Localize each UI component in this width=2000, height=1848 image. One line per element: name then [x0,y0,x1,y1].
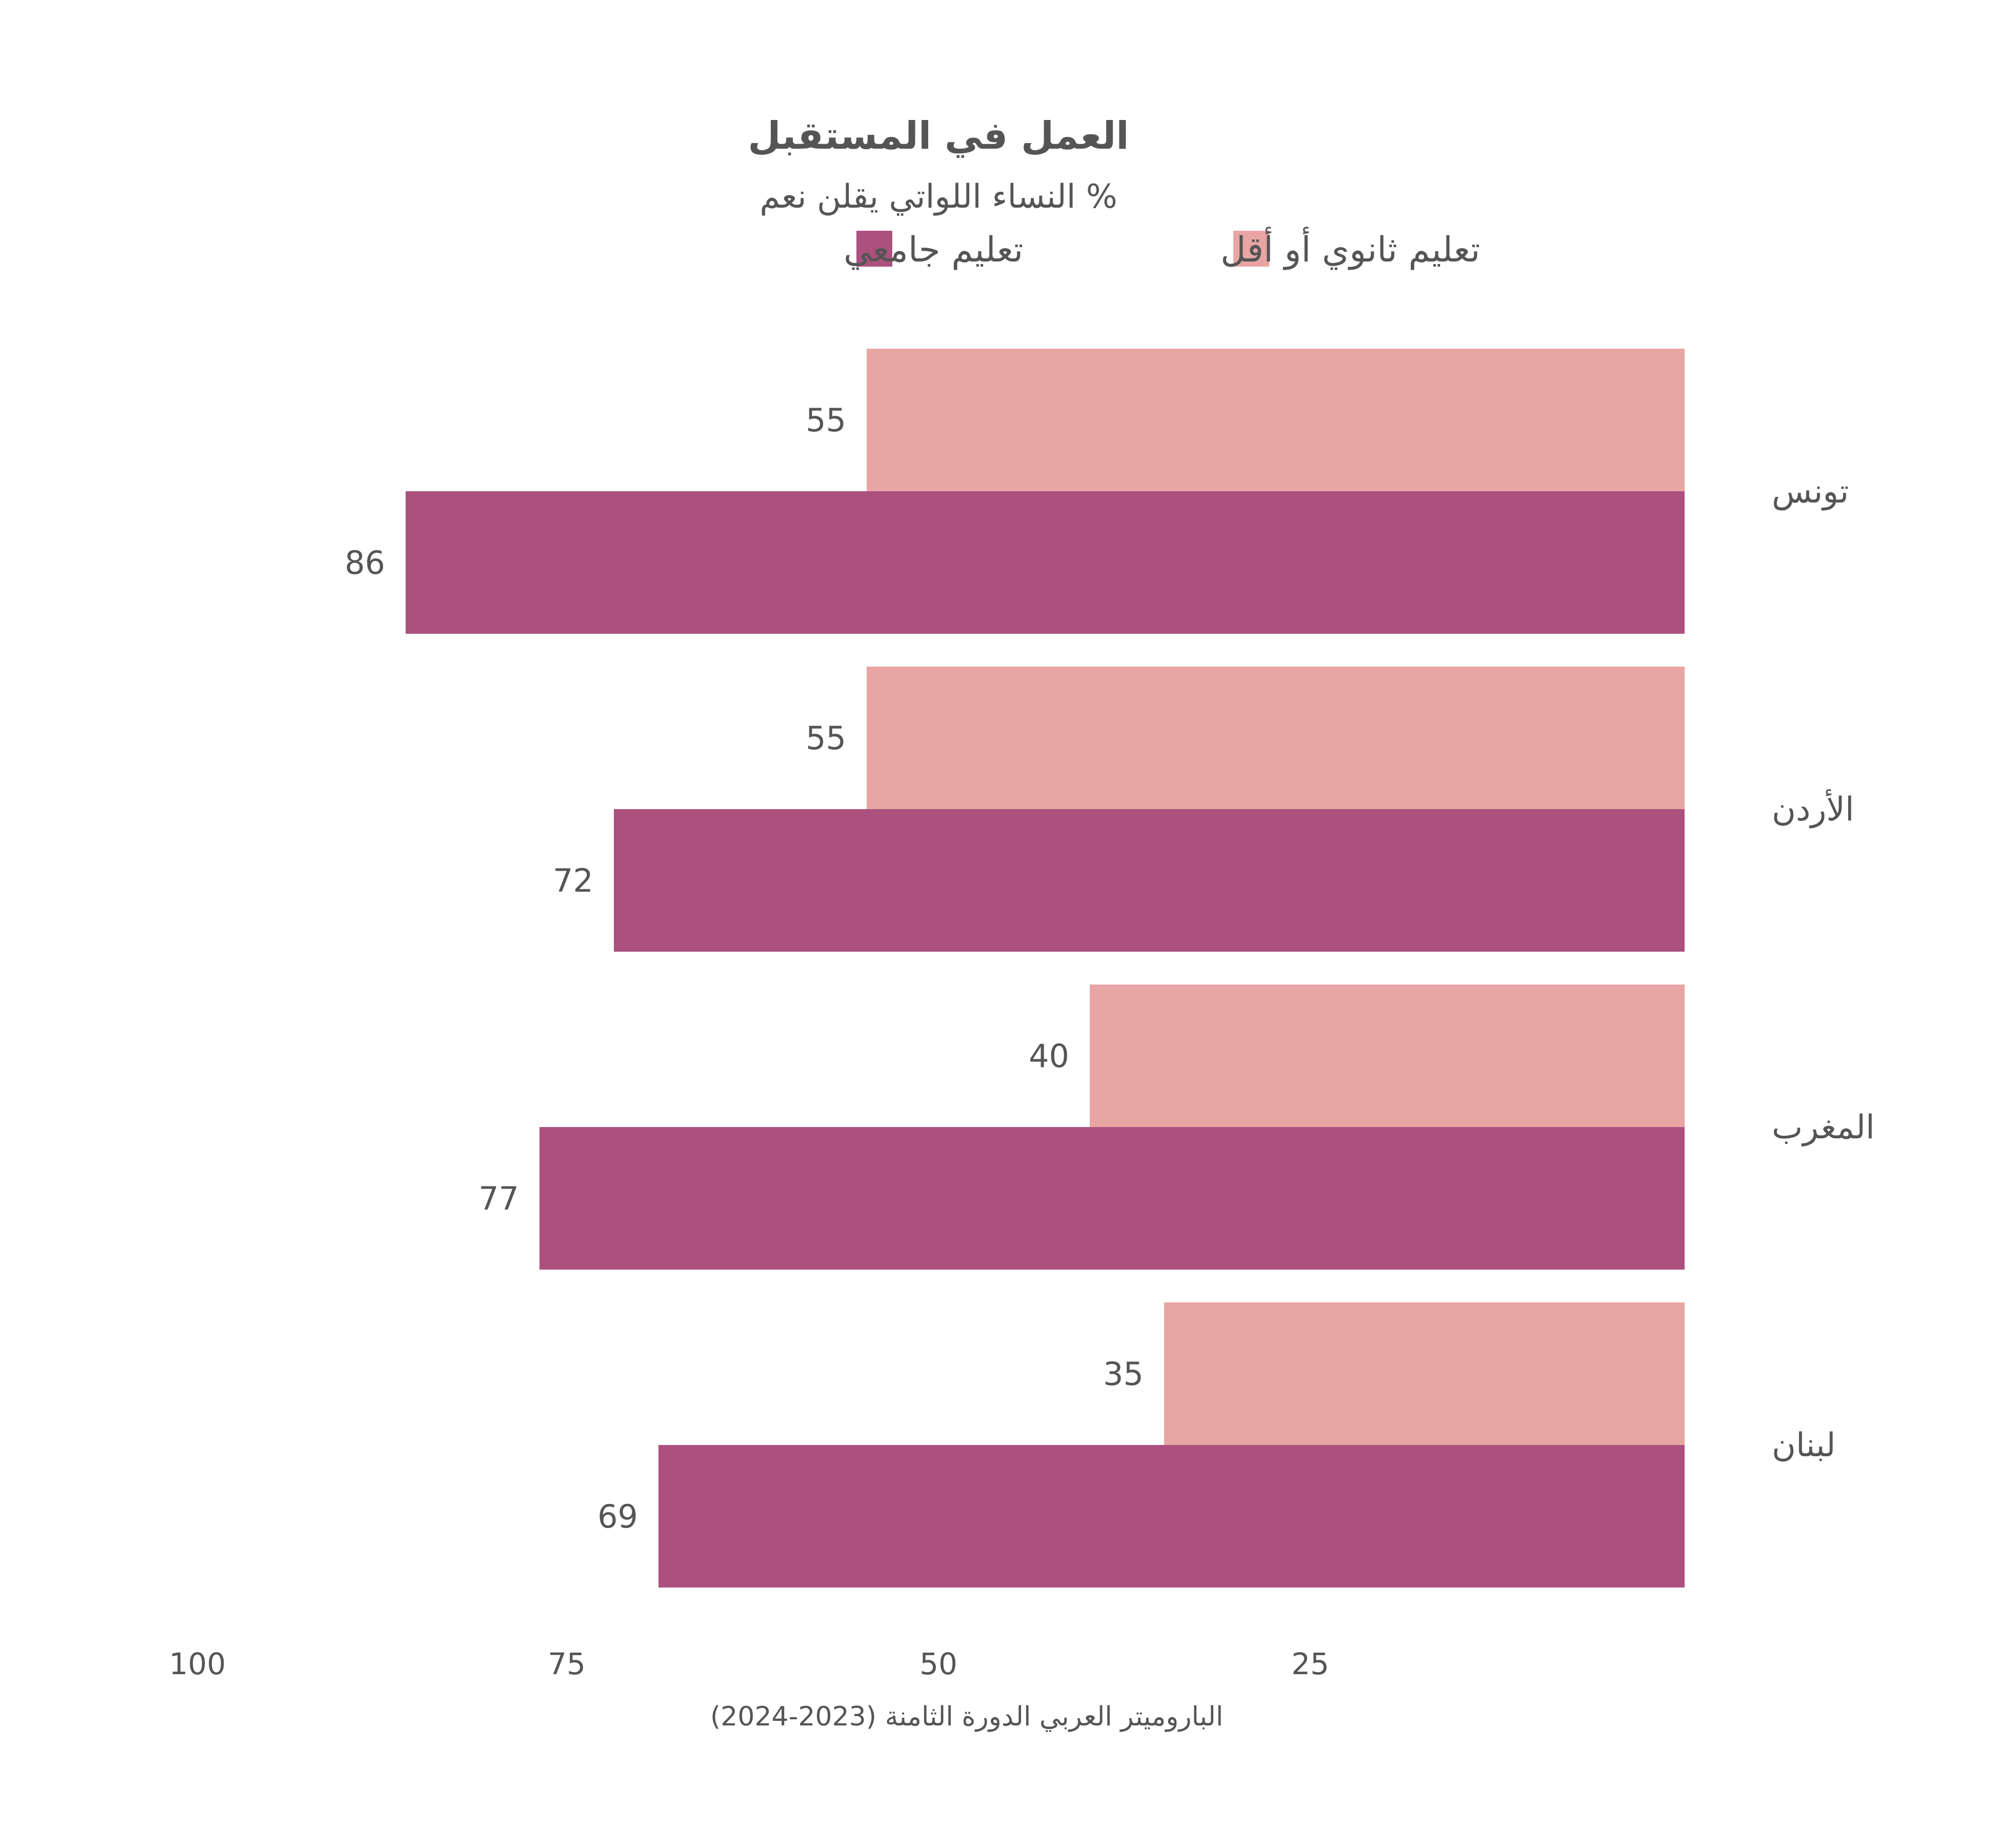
x-tick-label-75: 75 [548,1646,586,1681]
value-label-secondary-0: 55 [806,401,846,439]
chart-subtitle: % النساء اللواتي يقلن نعم [759,178,1117,216]
chart-source: الباروميتر العربي الدورة الثامنة (2023-2… [710,1701,1223,1732]
bar-university-0 [406,491,1685,634]
x-tick-label-25: 25 [1291,1646,1329,1681]
category-label-1: الأردن [1772,789,1854,829]
value-label-university-2: 77 [478,1180,519,1217]
value-label-secondary-3: 35 [1103,1355,1144,1393]
value-labels-layer: 55 86 55 72 40 77 35 69 [345,401,1144,1535]
category-label-2: المغرب [1772,1109,1875,1147]
value-label-secondary-2: 40 [1029,1037,1069,1075]
value-label-university-1: 72 [553,862,593,899]
bars-layer [406,349,1685,1588]
bar-university-1 [614,809,1685,952]
bar-secondary-2 [1090,985,1685,1127]
value-label-secondary-1: 55 [806,719,846,757]
legend-label-university: تعليم جامعي [844,230,1023,270]
chart-title: العمل في المستقبل [748,114,1129,158]
x-tick-label-50: 50 [919,1646,957,1681]
x-tick-label-100: 100 [169,1646,226,1681]
bar-secondary-3 [1164,1302,1685,1445]
bar-university-3 [658,1445,1685,1588]
category-labels-layer: تونس الأردن المغرب لبنان [1772,473,1875,1464]
x-axis-ticks: 100 75 50 25 [169,1646,1329,1681]
legend-swatch-secondary [1233,231,1269,267]
legend: تعليم ثانوي أو أقل تعليم جامعي [844,227,1480,270]
value-label-university-3: 69 [597,1498,638,1535]
bar-secondary-1 [867,667,1685,809]
category-label-0: تونس [1772,473,1849,511]
category-label-3: لبنان [1772,1427,1836,1464]
value-label-university-0: 86 [345,544,385,581]
legend-label-secondary: تعليم ثانوي أو أقل [1221,227,1480,270]
bar-university-2 [539,1127,1685,1270]
bar-secondary-0 [867,349,1685,491]
legend-swatch-university [856,231,892,267]
